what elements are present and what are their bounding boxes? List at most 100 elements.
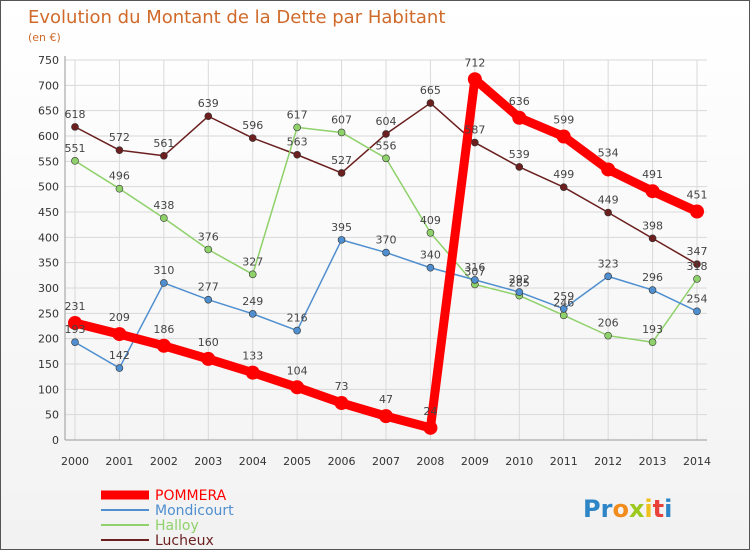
logo-letter: P bbox=[583, 495, 601, 523]
data-point bbox=[467, 72, 482, 87]
logo-letter: x bbox=[629, 495, 645, 523]
data-label: 249 bbox=[242, 295, 263, 308]
y-tick-label: 50 bbox=[45, 409, 59, 422]
data-label: 551 bbox=[65, 142, 86, 155]
data-label: 572 bbox=[109, 131, 130, 144]
data-point bbox=[604, 331, 612, 340]
data-label: 539 bbox=[509, 148, 530, 161]
y-tick-label: 0 bbox=[52, 434, 59, 447]
data-label: 499 bbox=[553, 168, 574, 181]
data-point bbox=[248, 270, 257, 279]
data-label: 395 bbox=[331, 221, 352, 234]
data-point bbox=[293, 150, 301, 159]
y-tick-label: 350 bbox=[38, 257, 59, 270]
x-tick-label: 2004 bbox=[239, 455, 267, 468]
data-label: 438 bbox=[153, 199, 174, 212]
data-label: 327 bbox=[242, 255, 263, 268]
data-point bbox=[601, 162, 616, 177]
data-point bbox=[337, 236, 346, 244]
data-label: 47 bbox=[379, 393, 393, 406]
data-label: 527 bbox=[331, 154, 352, 167]
data-label: 376 bbox=[198, 230, 219, 243]
data-label: 491 bbox=[642, 168, 663, 181]
data-point bbox=[115, 364, 124, 372]
data-point bbox=[693, 275, 701, 283]
y-tick-label: 550 bbox=[38, 155, 59, 168]
data-label: 259 bbox=[553, 290, 574, 303]
data-point bbox=[382, 154, 390, 163]
data-label: 73 bbox=[335, 380, 349, 393]
data-label: 254 bbox=[687, 292, 708, 305]
data-point bbox=[337, 169, 346, 177]
logo-letter: r bbox=[601, 495, 613, 523]
x-tick-label: 2008 bbox=[416, 455, 444, 468]
data-point bbox=[160, 279, 168, 287]
legend-entry: Lucheux bbox=[155, 533, 214, 549]
data-label: 370 bbox=[376, 234, 397, 247]
y-tick-label: 400 bbox=[38, 231, 59, 244]
data-label: 599 bbox=[553, 114, 574, 127]
data-label: 347 bbox=[687, 245, 708, 258]
logo-letter: o bbox=[612, 495, 629, 523]
y-tick-label: 250 bbox=[38, 307, 59, 320]
data-point bbox=[337, 128, 346, 137]
x-tick-label: 2010 bbox=[505, 455, 533, 468]
data-label: 323 bbox=[598, 257, 619, 270]
data-label: 604 bbox=[376, 115, 397, 128]
data-point bbox=[245, 365, 260, 380]
data-label: 534 bbox=[598, 146, 619, 159]
x-tick-label: 2003 bbox=[194, 455, 222, 468]
data-point bbox=[382, 130, 390, 138]
data-label: 231 bbox=[65, 300, 86, 313]
x-tick-label: 2009 bbox=[461, 455, 489, 468]
data-point bbox=[559, 311, 568, 320]
data-point bbox=[248, 134, 257, 142]
data-point bbox=[648, 234, 657, 243]
x-tick-label: 2011 bbox=[550, 455, 578, 468]
data-label: 296 bbox=[642, 271, 663, 284]
data-label: 617 bbox=[287, 108, 308, 121]
data-point bbox=[290, 380, 305, 395]
y-tick-label: 650 bbox=[38, 105, 59, 118]
data-point bbox=[604, 208, 612, 217]
y-tick-label: 450 bbox=[38, 206, 59, 219]
y-tick-label: 700 bbox=[38, 79, 59, 92]
data-point bbox=[160, 151, 168, 160]
data-point bbox=[204, 295, 213, 304]
data-point bbox=[693, 307, 701, 316]
data-point bbox=[293, 123, 301, 132]
data-label: 209 bbox=[109, 311, 130, 324]
data-point bbox=[512, 110, 527, 125]
data-point bbox=[71, 338, 79, 347]
data-point bbox=[515, 288, 524, 296]
y-tick-label: 100 bbox=[38, 383, 59, 396]
y-tick-label: 600 bbox=[38, 130, 59, 143]
data-label: 307 bbox=[464, 265, 485, 278]
x-tick-label: 2013 bbox=[639, 455, 667, 468]
data-point bbox=[690, 204, 704, 219]
data-point bbox=[604, 272, 612, 281]
legend-entry: Mondicourt bbox=[155, 503, 234, 519]
data-point bbox=[423, 420, 438, 435]
data-label: 636 bbox=[509, 95, 530, 108]
x-tick-label: 2001 bbox=[105, 455, 133, 468]
data-label: 292 bbox=[509, 273, 530, 286]
proxiti-logo: Proxiti bbox=[583, 495, 672, 523]
data-point bbox=[471, 138, 479, 147]
data-label: 206 bbox=[598, 317, 619, 330]
data-label: 193 bbox=[65, 323, 86, 336]
x-tick-label: 2006 bbox=[328, 455, 356, 468]
data-point bbox=[160, 214, 168, 222]
data-point bbox=[71, 157, 79, 165]
data-label: 104 bbox=[287, 364, 308, 377]
chart-subtitle: (en €) bbox=[28, 31, 61, 44]
data-label: 451 bbox=[687, 188, 708, 201]
data-labels: 618 572 561 639 596 563 527 604 665 587 539 499 449 3… bbox=[65, 56, 708, 418]
data-point bbox=[379, 409, 393, 424]
logo-letter: t bbox=[653, 495, 664, 523]
data-point bbox=[556, 129, 571, 144]
data-point bbox=[293, 326, 301, 335]
data-label: 316 bbox=[464, 261, 485, 274]
